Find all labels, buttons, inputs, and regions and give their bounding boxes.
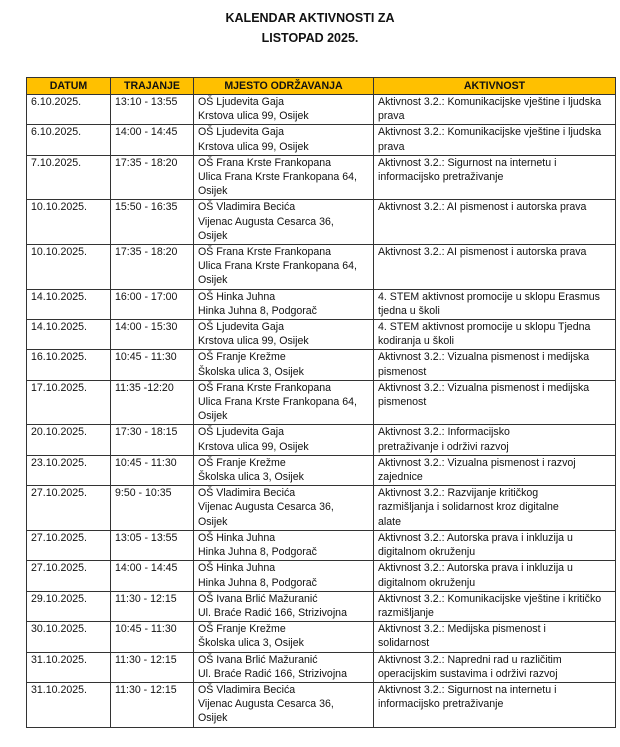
table-row: 27.10.2025. 13:05 - 13:55 OŠ Hinka Juhna H… [26,529,616,562]
date-cell: 17.10.2025. [26,379,111,426]
location-cell: OŠ Franje Krežme Školska ulica 3, Osijek [193,349,374,381]
activity-cell: Aktivnost 3.2.: Autorska prava i inkluzi… [373,560,616,592]
location-cell: OŠ Vladimira Becića Vijenac Augusta Cesa… [193,199,374,246]
duration-cell: 14:00 - 14:45 [110,560,194,592]
date-cell: 27.10.2025. [26,560,111,592]
activity-cell: Aktivnost 3.2.: Komunikacijske vještine … [373,124,616,156]
date-cell: 20.10.2025. [26,424,111,456]
column-header-date: DATUM [26,77,111,95]
column-header-activity: AKTIVNOST [373,77,616,95]
title-line-2: LISTOPAD 2025. [261,31,359,45]
table-row: 29.10.2025. 11:30 - 12:15 OŠ Ivana Brlić M… [26,590,616,623]
table-row: 7.10.2025. 17:35 - 18:20 OŠ Frana Krste Fr… [26,154,616,201]
activity-cell: Aktivnost 3.2.: Komunikacijske vještine … [373,590,616,623]
date-cell: 14.10.2025. [26,288,111,321]
table-row: 14.10.2025. 16:00 - 17:00 OŠ Hinka Juhna H… [26,288,616,321]
activity-cell: Aktivnost 3.2.: Vizualna pismenost i med… [373,349,616,381]
duration-cell: 10:45 - 11:30 [110,454,194,487]
date-cell: 27.10.2025. [26,485,111,531]
date-cell: 10.10.2025. [26,199,111,246]
activity-cell: 4. STEM aktivnost promocije u sklopu Tje… [373,319,616,351]
date-cell: 7.10.2025. [26,154,111,201]
activity-cell: Aktivnost 3.2.: AI pismenost i autorska … [373,244,616,290]
table-row: 6.10.2025. 13:10 - 13:55 OŠ Ljudevita Gaja… [26,93,616,126]
table-row: 6.10.2025. 14:00 - 14:45 OŠ Ljudevita Gaja… [26,124,616,156]
activity-cell: Aktivnost 3.2.: Sigurnost na internetu i… [373,154,616,201]
activity-cell: Aktivnost 3.2.: Razvijanje kritičkog raz… [373,485,616,531]
table-row: 27.10.2025. 14:00 - 14:45 OŠ Hinka Juhna H… [26,560,616,592]
date-cell: 23.10.2025. [26,454,111,487]
location-cell: OŠ Ljudevita Gaja Krstova ulica 99, Osij… [193,424,374,456]
date-cell: 10.10.2025. [26,244,111,290]
date-cell: 30.10.2025. [26,621,111,653]
activity-cell: Aktivnost 3.2.: Autorska prava i inkluzi… [373,529,616,562]
table-header-row: DATUM TRAJANJE MJESTO ODRŽAVANJA AKTIVNO… [26,77,616,95]
table-row: 31.10.2025. 11:30 - 12:15 OŠ Ivana Brlić M… [26,651,616,683]
table-row: 20.10.2025. 17:30 - 18:15 OŠ Ljudevita Gaj… [26,424,616,456]
location-cell: OŠ Hinka Juhna Hinka Juhna 8, Podgorač [193,529,374,562]
duration-cell: 11:30 - 12:15 [110,651,194,683]
duration-cell: 11:30 - 12:15 [110,590,194,623]
table-row: 10.10.2025. 15:50 - 16:35 OŠ Vladimira Bec… [26,199,616,246]
location-cell: OŠ Ljudevita Gaja Krstova ulica 99, Osij… [193,124,374,156]
duration-cell: 17:35 - 18:20 [110,154,194,201]
location-cell: OŠ Frana Krste Frankopana Ulica Frana Kr… [193,154,374,201]
activity-cell: 4. STEM aktivnost promocije u sklopu Era… [373,288,616,321]
duration-cell: 11:35 -12:20 [110,379,194,426]
date-cell: 14.10.2025. [26,319,111,351]
duration-cell: 10:45 - 11:30 [110,621,194,653]
location-cell: OŠ Franje Krežme Školska ulica 3, Osijek [193,454,374,487]
activity-cell: Aktivnost 3.2.: Vizualna pismenost i med… [373,379,616,426]
duration-cell: 13:10 - 13:55 [110,93,194,126]
location-cell: OŠ Frana Krste Frankopana Ulica Frana Kr… [193,244,374,290]
date-cell: 31.10.2025. [26,681,111,728]
duration-cell: 13:05 - 13:55 [110,529,194,562]
location-cell: OŠ Franje Krežme Školska ulica 3, Osijek [193,621,374,653]
duration-cell: 14:00 - 14:45 [110,124,194,156]
location-cell: OŠ Ivana Brlić Mažuranić Ul. Braće Radić… [193,651,374,683]
date-cell: 6.10.2025. [26,124,111,156]
activity-calendar-table: DATUM TRAJANJE MJESTO ODRŽAVANJA AKTIVNO… [26,77,616,728]
duration-cell: 15:50 - 16:35 [110,199,194,246]
location-cell: OŠ Frana Krste Frankopana Ulica Frana Kr… [193,379,374,426]
table-row: 31.10.2025. 11:30 - 12:15 OŠ Vladimira Bec… [26,681,616,728]
column-header-location: MJESTO ODRŽAVANJA [193,77,374,95]
table-row: 30.10.2025. 10:45 - 11:30 OŠ Franje Krežme… [26,621,616,653]
location-cell: OŠ Hinka Juhna Hinka Juhna 8, Podgorač [193,288,374,321]
duration-cell: 9:50 - 10:35 [110,485,194,531]
location-cell: OŠ Ljudevita Gaja Krstova ulica 99, Osij… [193,93,374,126]
duration-cell: 16:00 - 17:00 [110,288,194,321]
location-cell: OŠ Ljudevita Gaja Krstova ulica 99, Osij… [193,319,374,351]
activity-cell: Aktivnost 3.2.: Napredni rad u različiti… [373,651,616,683]
table-row: 17.10.2025. 11:35 -12:20 OŠ Frana Krste Fr… [26,379,616,426]
table-row: 27.10.2025. 9:50 - 10:35 OŠ Vladimira Beci… [26,485,616,531]
duration-cell: 10:45 - 11:30 [110,349,194,381]
table-row: 23.10.2025. 10:45 - 11:30 OŠ Franje Krežme… [26,454,616,487]
location-cell: OŠ Ivana Brlić Mažuranić Ul. Braće Radić… [193,590,374,623]
activity-cell: Aktivnost 3.2.: Sigurnost na internetu i… [373,681,616,728]
duration-cell: 14:00 - 15:30 [110,319,194,351]
duration-cell: 11:30 - 12:15 [110,681,194,728]
table-row: 16.10.2025. 10:45 - 11:30 OŠ Franje Krežme… [26,349,616,381]
date-cell: 29.10.2025. [26,590,111,623]
document-title: KALENDAR AKTIVNOSTI ZA LISTOPAD 2025. [0,8,620,48]
duration-cell: 17:35 - 18:20 [110,244,194,290]
column-header-duration: TRAJANJE [110,77,194,95]
date-cell: 6.10.2025. [26,93,111,126]
table-row: 10.10.2025. 17:35 - 18:20 OŠ Frana Krste F… [26,244,616,290]
duration-cell: 17:30 - 18:15 [110,424,194,456]
activity-cell: Aktivnost 3.2.: Medijska pismenost i sol… [373,621,616,653]
activity-cell: Aktivnost 3.2.: Informacijsko pretraživa… [373,424,616,456]
activity-cell: Aktivnost 3.2.: AI pismenost i autorska … [373,199,616,246]
location-cell: OŠ Hinka Juhna Hinka Juhna 8, Podgorač [193,560,374,592]
location-cell: OŠ Vladimira Becića Vijenac Augusta Cesa… [193,681,374,728]
title-line-1: KALENDAR AKTIVNOSTI ZA [225,11,395,25]
date-cell: 27.10.2025. [26,529,111,562]
activity-cell: Aktivnost 3.2.: Komunikacijske vještine … [373,93,616,126]
table-row: 14.10.2025. 14:00 - 15:30 OŠ Ljudevita Gaj… [26,319,616,351]
date-cell: 31.10.2025. [26,651,111,683]
date-cell: 16.10.2025. [26,349,111,381]
location-cell: OŠ Vladimira Becića Vijenac Augusta Cesa… [193,485,374,531]
activity-cell: Aktivnost 3.2.: Vizualna pismenost i raz… [373,454,616,487]
